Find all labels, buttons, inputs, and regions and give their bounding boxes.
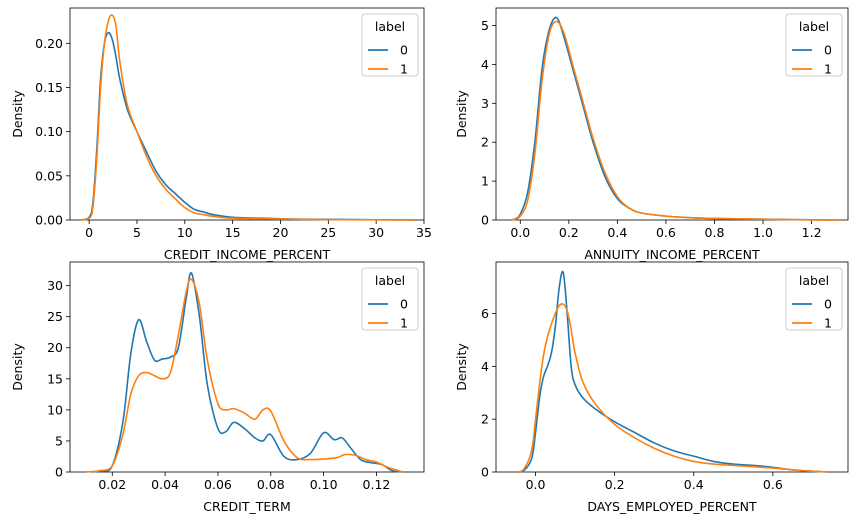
plot-frame [69, 7, 425, 221]
chart-panel-1: 0.0 0.2 0.4 0.6 0.8 1.0 1.2 0 1 2 3 4 5 ANNUITY_INCOM… [454, 7, 849, 262]
y-tick-label: 2 [481, 412, 489, 427]
series-line-1 [515, 303, 829, 473]
x-axis-label: CREDIT_TERM [203, 499, 291, 514]
plot-frame [69, 261, 425, 473]
legend-box [785, 13, 843, 77]
series-line-0 [91, 272, 403, 473]
legend-title: label [799, 19, 829, 34]
x-axis-label: DAYS_EMPLOYED_PERCENT [587, 499, 757, 514]
legend-entry-label: 0 [400, 43, 408, 58]
y-tick-label: 0.00 [35, 213, 63, 228]
y-tick-label: 4 [481, 359, 489, 374]
series-line-1 [510, 20, 841, 221]
legend-entry-label: 1 [824, 62, 832, 77]
plot-frame [495, 7, 849, 221]
plot-frame [495, 261, 849, 473]
x-tick-label: 15 [225, 225, 241, 240]
legend-title: label [375, 19, 405, 34]
y-tick-label: 4 [481, 57, 489, 72]
y-tick-label: 0.15 [35, 80, 63, 95]
x-tick-label: 0 [85, 225, 93, 240]
x-tick-label: 1.0 [753, 225, 773, 240]
x-tick-label: 30 [368, 225, 384, 240]
x-tick-label: 1.2 [802, 225, 822, 240]
y-axis-label: Density [454, 90, 469, 138]
y-tick-label: 1 [481, 174, 489, 189]
y-tick-label: 2 [481, 135, 489, 150]
legend-box [785, 267, 843, 331]
x-axis-label: ANNUITY_INCOME_PERCENT [584, 247, 760, 262]
y-tick-label: 20 [47, 340, 63, 355]
y-axis-label: Density [454, 343, 469, 391]
x-tick-label: 0.4 [607, 225, 627, 240]
y-axis-label: Density [10, 90, 25, 138]
legend-box [361, 267, 419, 331]
x-tick-label: 0.4 [684, 477, 704, 492]
x-tick-label: 10 [177, 225, 193, 240]
x-tick-label: 0.0 [510, 225, 530, 240]
series-line-0 [515, 270, 829, 473]
y-tick-label: 10 [47, 402, 63, 417]
x-tick-label: 0.8 [705, 225, 725, 240]
y-tick-label: 30 [47, 278, 63, 293]
legend-entry-label: 0 [400, 297, 408, 312]
y-tick-label: 0.10 [35, 124, 63, 139]
x-tick-label: 0.10 [310, 477, 338, 492]
series-line-1 [79, 14, 415, 221]
y-tick-label: 5 [481, 18, 489, 33]
x-tick-label: 0.6 [763, 477, 783, 492]
y-tick-label: 15 [47, 371, 63, 386]
y-tick-label: 5 [55, 433, 63, 448]
x-tick-label: 0.2 [559, 225, 579, 240]
y-tick-label: 25 [47, 309, 63, 324]
legend-entry-label: 1 [400, 316, 408, 331]
legend-entry-label: 1 [400, 62, 408, 77]
legend-entry-label: 0 [824, 43, 832, 58]
y-tick-label: 0 [55, 465, 63, 480]
y-tick-label: 0.20 [35, 36, 63, 51]
y-tick-label: 0 [481, 213, 489, 228]
y-tick-label: 3 [481, 96, 489, 111]
y-tick-label: 0.05 [35, 168, 63, 183]
chart-panel-3: 0.0 0.2 0.4 0.6 0 2 4 6 DAYS_EMPLOYED_PERCENT Den… [454, 261, 849, 514]
x-tick-label: 35 [416, 225, 432, 240]
x-tick-label: 20 [273, 225, 289, 240]
legend-entry-label: 1 [824, 316, 832, 331]
x-tick-label: 0.0 [526, 477, 546, 492]
chart-panel-0: 0 5 10 15 20 25 30 350.000.050.100.150.20CREDIT… [10, 7, 432, 262]
legend-title: label [799, 273, 829, 288]
x-tick-label: 25 [320, 225, 336, 240]
x-tick-label: 0.6 [656, 225, 676, 240]
y-tick-label: 0 [481, 465, 489, 480]
legend-entry-label: 0 [824, 297, 832, 312]
x-tick-label: 0.02 [98, 477, 126, 492]
legend-box [361, 13, 419, 77]
x-axis-label: CREDIT_INCOME_PERCENT [164, 247, 331, 262]
x-tick-label: 0.06 [204, 477, 232, 492]
legend-title: label [375, 273, 405, 288]
chart-panel-2: 0.02 0.04 0.06 0.08 0.10 0.12051015202530CRED… [10, 261, 425, 514]
series-line-1 [85, 278, 404, 473]
x-tick-label: 0.12 [363, 477, 391, 492]
y-tick-label: 6 [481, 306, 489, 321]
y-axis-label: Density [10, 343, 25, 391]
x-tick-label: 0.2 [605, 477, 625, 492]
x-tick-label: 0.04 [151, 477, 179, 492]
x-tick-label: 0.08 [257, 477, 285, 492]
x-tick-label: 5 [133, 225, 141, 240]
